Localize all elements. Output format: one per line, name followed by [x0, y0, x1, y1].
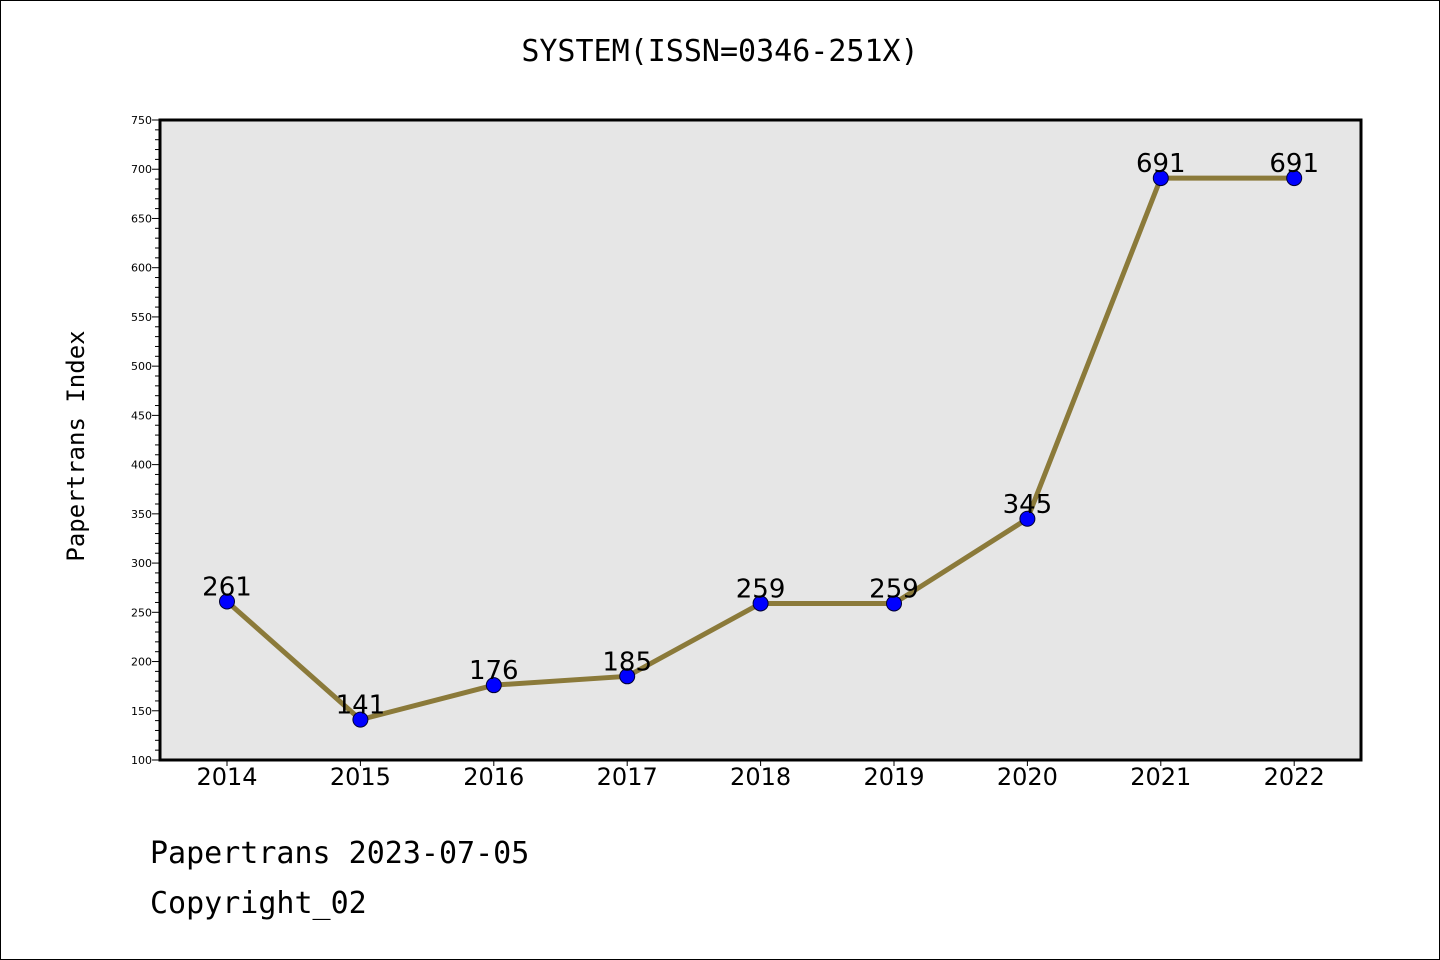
- data-label: 691: [1136, 149, 1186, 179]
- x-tick-label: 2016: [463, 763, 524, 791]
- plot-area: [160, 120, 1361, 760]
- footer-date: Papertrans 2023-07-05: [150, 836, 530, 871]
- x-tick-label: 2019: [863, 763, 924, 791]
- data-label: 261: [202, 572, 252, 602]
- data-point: [886, 595, 902, 612]
- footer-copyright: Copyright_02: [150, 886, 367, 921]
- x-axis: 2014 2015 2016 2017 2018 2019 2020 2021 2022: [196, 760, 1325, 791]
- y-tick-label: 650: [131, 212, 152, 225]
- data-label: 345: [1003, 490, 1053, 520]
- y-tick-label: 100: [131, 754, 152, 767]
- data-label: 185: [602, 647, 652, 677]
- data-point: [352, 711, 369, 728]
- y-tick-label: 450: [131, 409, 152, 422]
- data-point: [1019, 510, 1036, 527]
- y-axis-label: Papertrans Index: [62, 330, 90, 561]
- data-label: 176: [469, 656, 519, 686]
- series-group: 261 141 176 185 259 259 345 691 691: [202, 149, 1319, 728]
- data-point: [485, 677, 502, 694]
- y-tick-label: 150: [131, 705, 152, 718]
- data-label: 691: [1269, 149, 1319, 179]
- y-axis: 100 150 200 250 300 350 400 450 500 550 600 650 700 7…: [131, 114, 160, 767]
- y-tick-label: 500: [131, 360, 152, 373]
- x-tick-label: 2018: [730, 763, 791, 791]
- x-tick-label: 2017: [597, 763, 658, 791]
- x-tick-label: 2014: [196, 763, 257, 791]
- y-tick-label: 600: [131, 262, 152, 275]
- y-tick-label: 350: [131, 508, 152, 521]
- y-tick-label: 200: [131, 656, 152, 669]
- x-tick-label: 2021: [1130, 763, 1191, 791]
- x-tick-label: 2015: [330, 763, 391, 791]
- y-tick-label: 700: [131, 163, 152, 176]
- y-tick-label: 250: [131, 606, 152, 619]
- chart-title: SYSTEM(ISSN=0346-251X): [521, 34, 919, 69]
- y-tick-label: 300: [131, 557, 152, 570]
- data-point: [619, 668, 636, 685]
- plot-border: [158, 118, 1363, 762]
- y-tick-label: 400: [131, 459, 152, 472]
- y-tick-label: 550: [131, 311, 152, 324]
- data-point: [1286, 170, 1303, 187]
- data-label: 141: [336, 691, 386, 721]
- y-tick-label: 750: [131, 114, 152, 127]
- data-point: [752, 595, 769, 612]
- x-tick-label: 2020: [997, 763, 1058, 791]
- data-label: 259: [736, 574, 786, 604]
- data-label: 259: [869, 574, 919, 604]
- data-point: [219, 593, 235, 610]
- data-point: [1152, 170, 1169, 187]
- x-tick-label: 2022: [1264, 763, 1325, 791]
